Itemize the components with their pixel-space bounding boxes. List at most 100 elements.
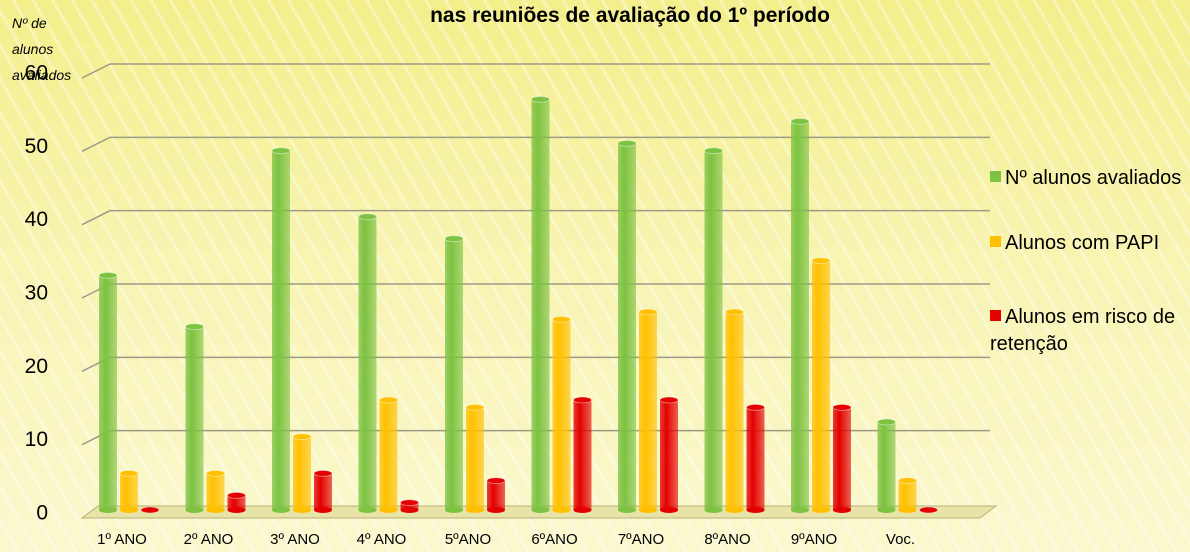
legend-swatch	[990, 171, 1001, 182]
bar-base	[877, 507, 896, 513]
bar-cap	[119, 469, 139, 477]
bar-base	[466, 507, 484, 513]
bar-cap	[659, 396, 679, 404]
bar	[445, 238, 463, 510]
bar-cap	[185, 323, 204, 331]
x-tick-label: 9ºANO	[791, 531, 837, 548]
bar-base	[898, 507, 917, 513]
bar-base	[618, 507, 636, 513]
bar-cap	[400, 499, 419, 507]
x-tick-label: 5ºANO	[445, 531, 491, 548]
bar-base	[400, 507, 419, 513]
bar-base	[573, 507, 592, 513]
bar	[552, 319, 571, 510]
bar	[791, 121, 809, 510]
x-tick-label: 8ºANO	[704, 531, 750, 548]
bar-base	[660, 507, 678, 513]
bar	[272, 150, 290, 510]
x-tick-label: 7ºANO	[618, 531, 664, 548]
bar	[573, 400, 592, 510]
bar-cap	[486, 477, 506, 485]
grid-line	[81, 209, 990, 226]
bar-cap	[832, 403, 852, 411]
bar-cap	[746, 403, 765, 411]
bar-cap	[552, 315, 571, 323]
bar-cap	[227, 491, 246, 499]
legend-label: Alunos em risco de retenção	[990, 306, 1176, 355]
legend-entry: Nº alunos avaliados	[990, 165, 1190, 192]
bar-base	[227, 507, 246, 513]
bar-base	[725, 507, 744, 513]
bar	[379, 400, 398, 510]
x-tick-label: Voc.	[886, 531, 915, 548]
bar	[531, 99, 550, 510]
legend-label: Nº alunos avaliados	[1005, 167, 1182, 189]
bar	[120, 473, 138, 510]
bar-cap	[877, 418, 896, 426]
bar-base	[445, 507, 463, 513]
bar-base	[120, 507, 138, 513]
bar	[487, 480, 505, 510]
legend-entry: Alunos em risco de retenção	[990, 304, 1190, 358]
bar	[639, 312, 657, 510]
bar-base	[487, 507, 505, 513]
y-tick-label: 50	[25, 135, 48, 158]
bar-base	[746, 507, 765, 513]
bar-cap	[444, 235, 464, 243]
legend-swatch	[990, 236, 1001, 247]
y-tick-label: 60	[25, 62, 48, 85]
y-tick-label: 10	[25, 428, 48, 451]
bar-cap	[140, 506, 160, 514]
bar-cap	[313, 469, 333, 477]
legend-swatch	[990, 310, 1001, 321]
legend-entry: Alunos com PAPI	[990, 230, 1190, 257]
bar	[400, 502, 419, 510]
bar-base	[552, 507, 571, 513]
bar-cap	[898, 477, 917, 485]
x-tick-label: 4º ANO	[357, 531, 407, 548]
bar-base	[99, 507, 117, 513]
y-tick-label: 0	[36, 502, 48, 525]
bar-base	[639, 507, 657, 513]
y-axis-label: Nº de alunos avaliados	[12, 15, 72, 83]
bar-base	[812, 507, 830, 513]
y-tick-label: 30	[25, 282, 48, 305]
x-tick-label: 3º ANO	[270, 531, 320, 548]
x-tick-label: 2º ANO	[184, 531, 234, 548]
bar-cap	[98, 271, 118, 279]
bar-base	[358, 507, 377, 513]
bar	[877, 422, 896, 510]
bar	[185, 326, 204, 510]
bar-base	[791, 507, 809, 513]
bar-cap	[617, 139, 637, 147]
chart-title: nas reuniões de avaliação do 1º período	[430, 4, 830, 27]
bar	[833, 407, 851, 510]
bar	[618, 143, 636, 511]
bar-cap	[638, 308, 658, 316]
bar-cap	[271, 147, 291, 155]
bar-base	[185, 507, 204, 513]
bar-cap	[358, 213, 377, 221]
bar-cap	[725, 308, 744, 316]
bar-cap	[292, 433, 312, 441]
bar-cap	[704, 147, 723, 155]
bar-base	[379, 507, 398, 513]
y-tick-label: 40	[25, 208, 48, 231]
bar-cap	[573, 396, 592, 404]
bar	[898, 480, 917, 510]
bar	[704, 150, 723, 510]
bar-cap	[379, 396, 398, 404]
bar	[314, 473, 332, 510]
bar-cap	[790, 117, 810, 125]
bar-base	[531, 507, 550, 513]
bar	[293, 436, 311, 510]
bar	[812, 260, 830, 510]
bar	[227, 495, 246, 510]
bar-base	[314, 507, 332, 513]
bar-cap	[206, 469, 225, 477]
bar-base	[293, 507, 311, 513]
bar-base	[833, 507, 851, 513]
grid-line	[81, 63, 990, 79]
